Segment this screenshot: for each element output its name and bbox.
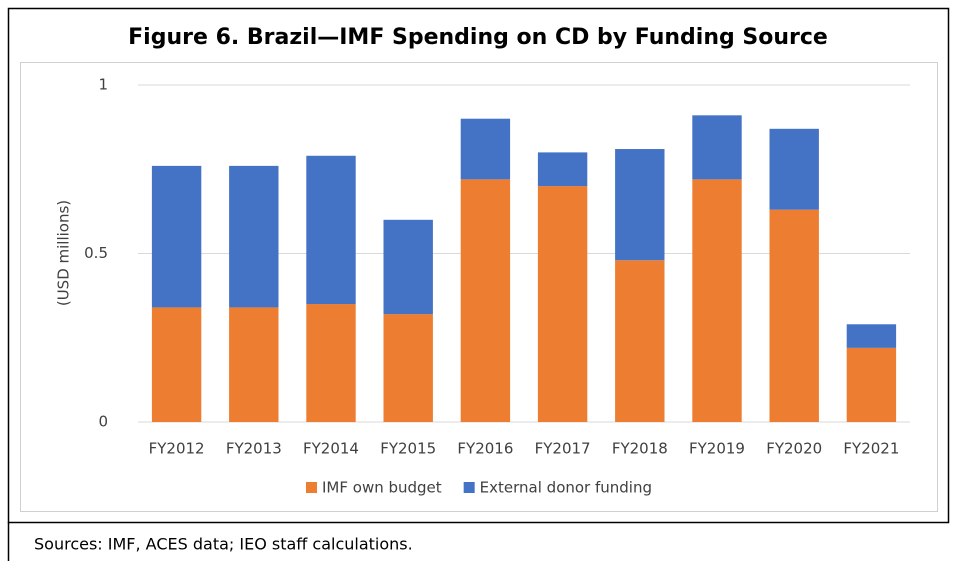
x-tick-label: FY2014	[303, 440, 359, 458]
bar-segment	[151, 165, 202, 308]
bar-segment	[151, 307, 202, 422]
x-tick-label: FY2018	[612, 440, 668, 458]
bar-segment	[306, 304, 356, 422]
legend-swatch	[306, 482, 317, 493]
bar-segment	[615, 149, 665, 261]
x-tick-label: FY2016	[457, 440, 513, 458]
outer-border	[7, 7, 950, 524]
bar-segment	[537, 152, 588, 187]
x-tick-label: FY2020	[766, 440, 822, 458]
y-tick-label: 1	[98, 76, 108, 94]
bar-segment	[615, 260, 665, 422]
x-tick-label: FY2012	[149, 440, 205, 458]
bar-segment	[460, 179, 511, 422]
y-tick-label: 0	[98, 413, 108, 431]
x-tick-label: FY2019	[689, 440, 745, 458]
plot-border	[20, 62, 938, 512]
x-tick-label: FY2015	[380, 440, 436, 458]
bar-segment	[537, 186, 588, 422]
legend-label: External donor funding	[480, 479, 652, 497]
bar-segment	[769, 128, 819, 210]
bar-segment	[692, 179, 742, 422]
bar-segment	[846, 347, 897, 422]
legend-swatch	[463, 482, 475, 493]
x-tick-label: FY2013	[226, 440, 282, 458]
chart-title: Figure 6. Brazil—IMF Spending on CD by F…	[128, 25, 828, 50]
bar-segment	[769, 209, 819, 422]
bar-segment	[229, 165, 279, 308]
source-note: Sources: IMF, ACES data; IEO staff calcu…	[34, 535, 413, 554]
bar-segment	[846, 324, 897, 348]
bar-segment	[460, 118, 511, 180]
bar-segment	[383, 314, 433, 422]
y-tick-label: 0.5	[84, 244, 108, 262]
x-tick-label: FY2017	[535, 440, 591, 458]
legend-label: IMF own budget	[322, 479, 442, 497]
bar-segment	[229, 307, 279, 422]
bar-segment	[383, 219, 433, 315]
x-tick-label: FY2021	[843, 440, 899, 458]
y-axis-label: (USD millions)	[55, 200, 73, 306]
bar-segment	[692, 115, 742, 180]
bar-segment	[306, 155, 356, 305]
